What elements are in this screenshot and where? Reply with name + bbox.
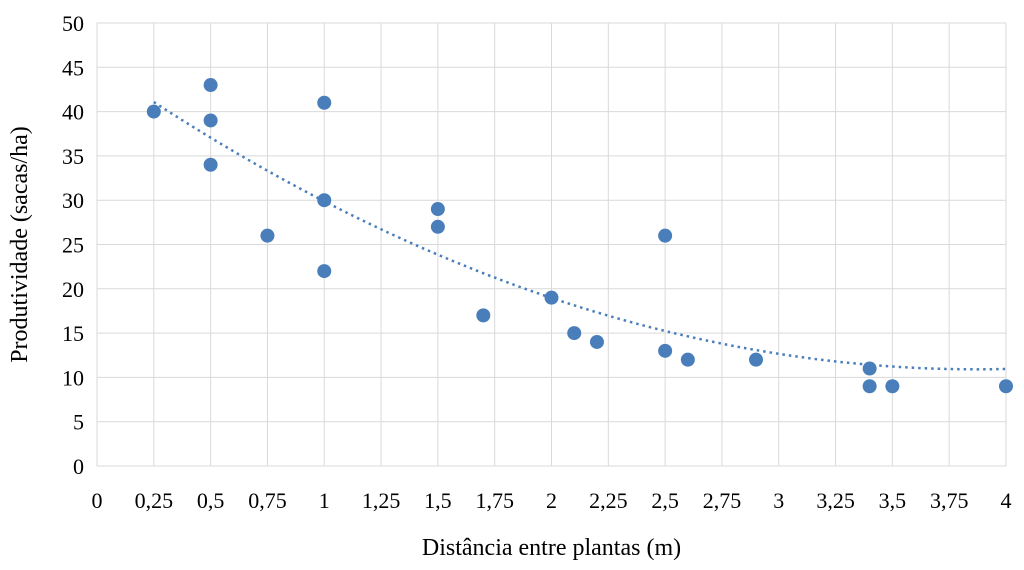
x-tick-label: 2,25 — [589, 488, 628, 513]
data-point — [476, 308, 491, 323]
data-point — [680, 352, 695, 367]
y-tick-label: 5 — [73, 410, 84, 435]
x-axis-title: Distância entre plantas (m) — [422, 535, 681, 561]
data-point — [999, 379, 1013, 394]
data-point — [862, 361, 877, 376]
x-tick-label: 1,5 — [424, 488, 452, 513]
x-tick-label: 2 — [546, 488, 557, 513]
x-tick-label: 1 — [319, 488, 330, 513]
data-point — [430, 219, 445, 234]
data-point — [203, 113, 218, 128]
y-tick-label: 50 — [62, 11, 84, 36]
data-point — [589, 334, 604, 349]
x-tick-label: 4 — [1001, 488, 1012, 513]
data-point — [146, 104, 161, 119]
x-tick-label: 3,25 — [816, 488, 855, 513]
x-tick-label: 1,25 — [362, 488, 401, 513]
y-tick-label: 35 — [62, 144, 84, 169]
data-point — [749, 352, 764, 367]
y-tick-label: 30 — [62, 188, 84, 213]
data-point — [658, 343, 673, 358]
y-tick-label: 40 — [62, 100, 84, 125]
x-tick-label: 2,5 — [651, 488, 679, 513]
data-point — [317, 264, 332, 279]
y-tick-label: 0 — [73, 454, 84, 479]
x-tick-label: 1,75 — [475, 488, 514, 513]
x-tick-label: 0,25 — [135, 488, 174, 513]
y-axis-title: Produtividade (sacas/ha) — [7, 126, 33, 363]
x-tick-label: 2,75 — [703, 488, 742, 513]
data-point — [658, 228, 673, 243]
y-tick-label: 25 — [62, 233, 84, 258]
data-point — [203, 157, 218, 172]
y-tick-label: 20 — [62, 277, 84, 302]
x-tick-label: 3 — [773, 488, 784, 513]
x-tick-label: 0,75 — [248, 488, 287, 513]
y-tick-label: 10 — [62, 365, 84, 390]
y-tick-label: 15 — [62, 321, 84, 346]
y-tick-labels: 0 5 10 15 20 25 30 35 40 45 50 — [62, 11, 84, 479]
x-tick-label: 0 — [92, 488, 103, 513]
x-tick-label: 3,5 — [879, 488, 907, 513]
x-tick-label: 0,5 — [197, 488, 225, 513]
grid-lines — [96, 22, 1007, 467]
x-tick-labels: 0 0,25 0,5 0,75 1 1,25 1,5 1,75 2 2,25 2,5 2,75 3 3,2… — [92, 488, 1012, 513]
data-point — [430, 202, 445, 217]
data-point — [203, 78, 218, 93]
x-tick-label: 3,75 — [930, 488, 969, 513]
data-point — [885, 379, 900, 394]
data-points — [146, 78, 1013, 394]
data-point — [317, 193, 332, 208]
data-point — [260, 228, 275, 243]
data-point — [862, 379, 877, 394]
data-point — [317, 95, 332, 110]
data-point — [567, 326, 582, 341]
data-point — [544, 290, 559, 305]
y-tick-label: 45 — [62, 55, 84, 80]
